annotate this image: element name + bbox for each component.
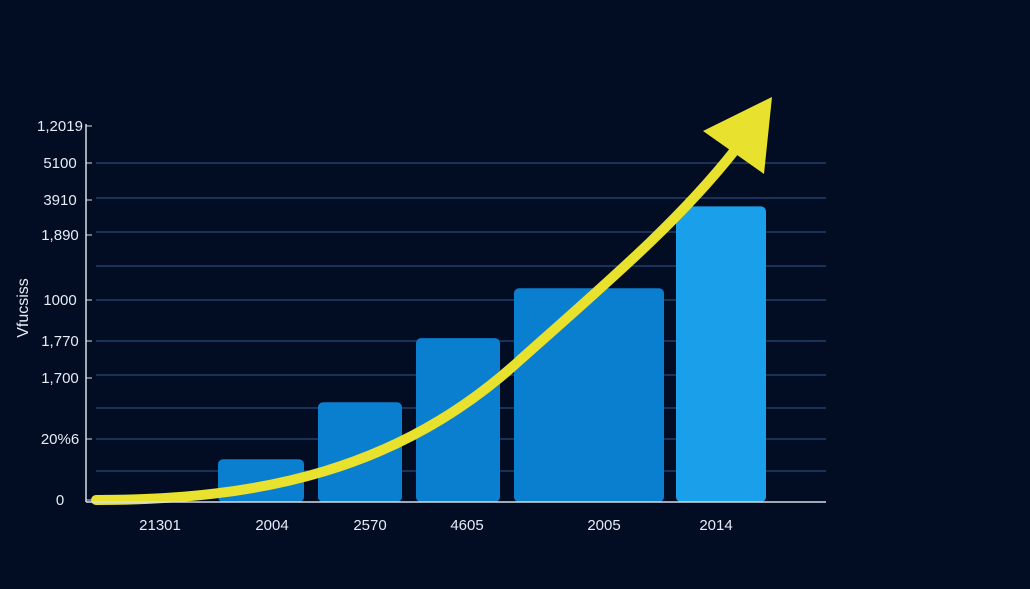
y-tick-label: 5100	[43, 155, 76, 172]
bar	[318, 402, 402, 502]
x-tick-labels: 21301 2004 2570 4605 2005 2014	[139, 517, 733, 534]
y-tick-label: 1,700	[41, 370, 79, 387]
x-tick-label: 4605	[450, 517, 483, 534]
y-tick-label: 1,890	[41, 227, 79, 244]
bars	[100, 206, 766, 502]
y-tick-label: 3910	[43, 192, 76, 209]
x-tick-label: 2004	[255, 517, 288, 534]
bar	[416, 338, 500, 502]
x-tick-label: 2014	[699, 517, 732, 534]
y-tick-label: 1000	[43, 292, 76, 309]
y-tick-label: 1,770	[41, 333, 79, 350]
bar	[514, 288, 664, 502]
x-tick-label: 21301	[139, 517, 181, 534]
trend-arrow-head	[703, 97, 772, 174]
y-tick-labels: 0 20%6 1,700 1,770 1000 1,890 3910 5100 1,2019	[37, 118, 92, 509]
x-tick-label: 2570	[353, 517, 386, 534]
y-tick-label: 20%6	[41, 431, 79, 448]
y-tick-label: 0	[56, 492, 64, 509]
x-tick-label: 2005	[587, 517, 620, 534]
y-tick-label: 1,2019	[37, 118, 83, 135]
y-axis-label: Vfucsiss	[15, 278, 32, 338]
trend-arrow-line	[91, 145, 740, 505]
bar	[676, 206, 766, 502]
trend-arrow	[91, 97, 772, 505]
